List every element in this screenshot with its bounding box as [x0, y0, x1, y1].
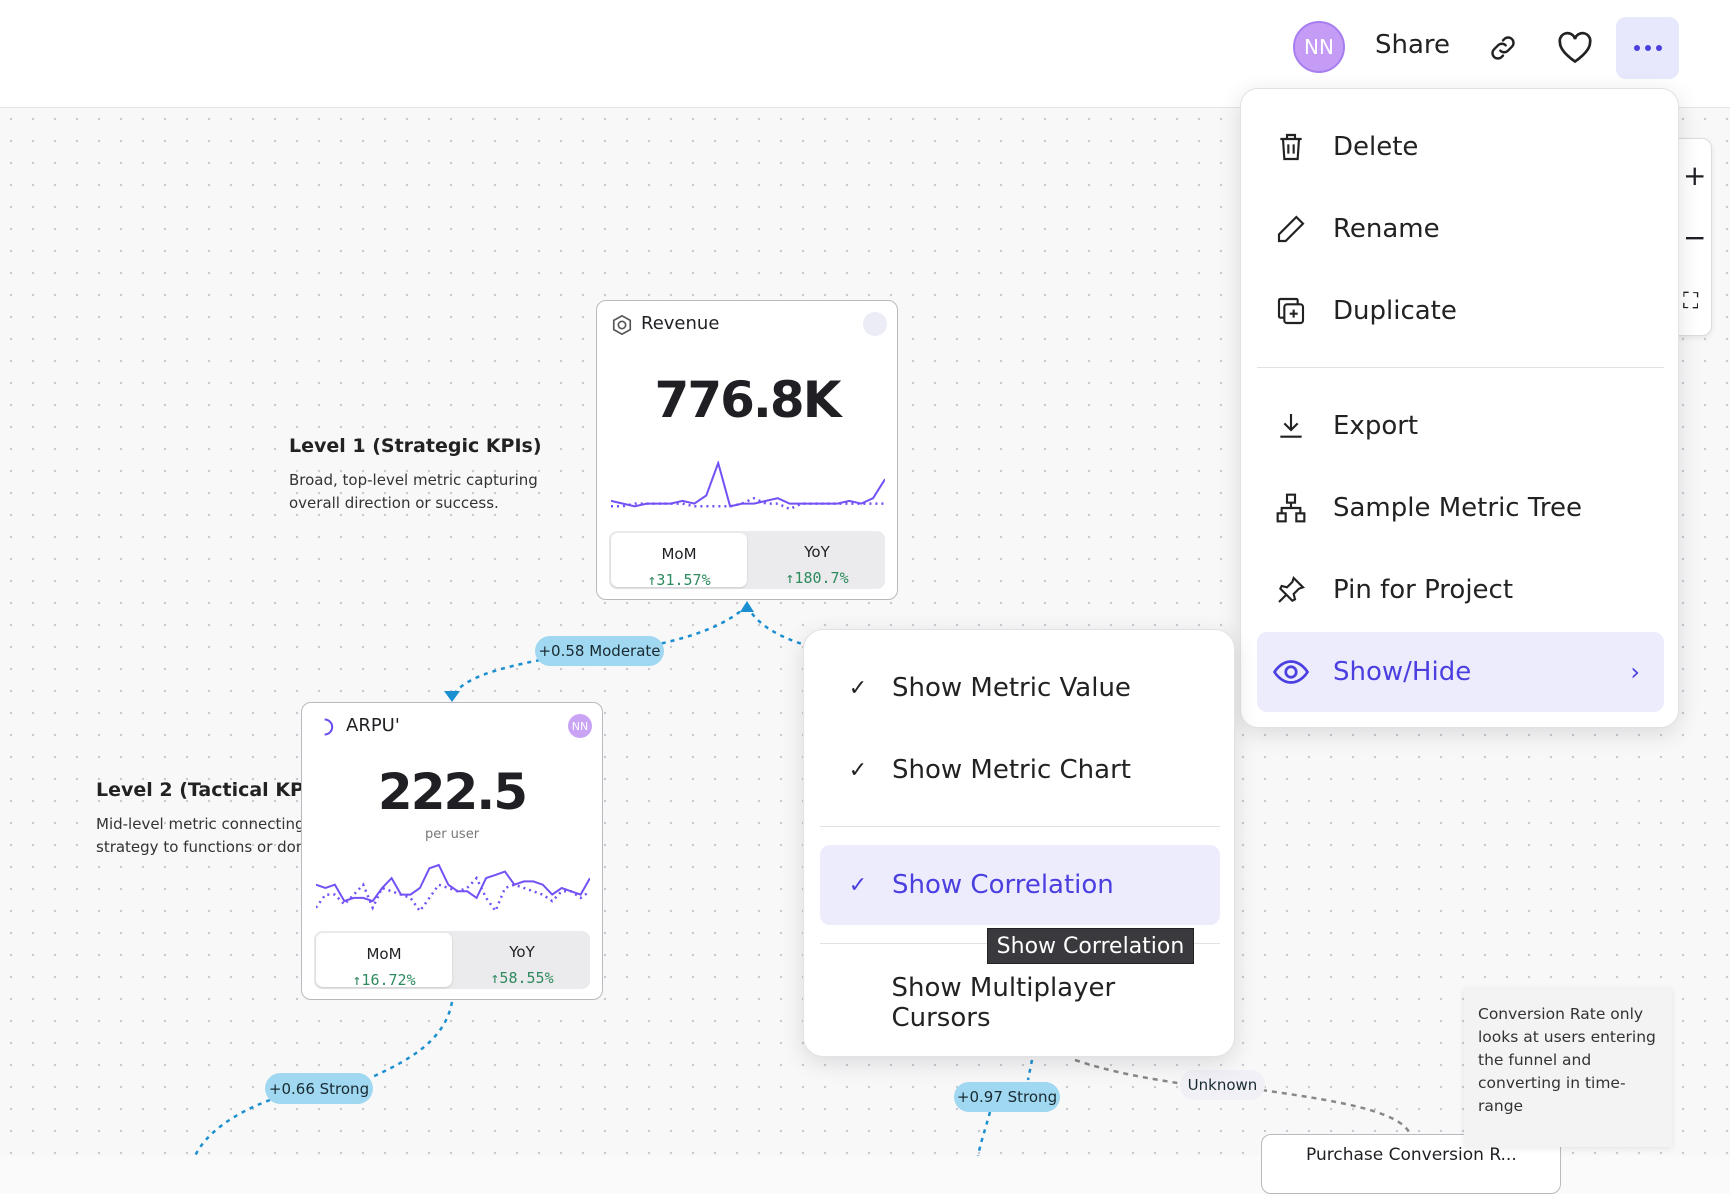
- connection-lines: [193, 601, 1412, 1156]
- yoy-value: 58.55%: [499, 969, 554, 987]
- show-hide-submenu: ✓ Show Metric Value ✓ Show Metric Chart ✓ S…: [803, 629, 1235, 1057]
- prev-period-line: [611, 496, 885, 511]
- correlation-label[interactable]: +0.66 Strong: [265, 1073, 373, 1104]
- level-desc: strategy to functions or domains: [96, 838, 342, 856]
- annotation-note[interactable]: Conversion Rate only looks at users ente…: [1464, 987, 1672, 1147]
- level-title: Level 2 (Tactical KPIs): [96, 779, 332, 801]
- check-icon: ✓: [848, 757, 868, 783]
- tooltip: Show Correlation: [987, 928, 1194, 964]
- revenue-sparkline: [611, 461, 885, 511]
- correlation-label[interactable]: Unknown: [1180, 1070, 1265, 1100]
- zoom-in-button[interactable]: +: [1683, 159, 1707, 192]
- loading-spinner-icon: [324, 718, 334, 736]
- mom-tab[interactable]: MoM ↑16.72%: [316, 933, 452, 989]
- mom-label: MoM: [661, 545, 697, 563]
- arrow-up-icon: ↑: [647, 571, 657, 589]
- arpu-sparkline: [316, 863, 590, 913]
- current-period-line: [611, 461, 885, 508]
- arrow-up-icon: ↑: [352, 971, 362, 989]
- metric-unit: per user: [424, 827, 480, 842]
- metric-card-revenue[interactable]: Revenue 776.8K MoM ↑31.57% YoY ↑180.7%: [596, 300, 898, 600]
- prev-period-line: [316, 875, 590, 913]
- eye-icon: [1271, 658, 1311, 686]
- correlation-label[interactable]: +0.97 Strong: [954, 1082, 1060, 1112]
- mom-tab[interactable]: MoM ↑31.57%: [611, 533, 747, 589]
- hierarchy-icon: [1271, 492, 1311, 524]
- card-title: Revenue: [641, 313, 720, 334]
- yoy-tab[interactable]: YoY ↑58.55%: [454, 931, 590, 989]
- menu-item-label: Pin for Project: [1333, 575, 1514, 605]
- comparison-toggle[interactable]: MoM ↑31.57% YoY ↑180.7%: [609, 531, 885, 589]
- metric-value: 222.5: [377, 763, 528, 821]
- mom-value: 31.57%: [656, 571, 711, 589]
- menu-item-pin-for-project[interactable]: Pin for Project: [1257, 552, 1664, 628]
- submenu-item-label: Show Metric Value: [892, 673, 1131, 703]
- user-avatar[interactable]: NN: [1293, 21, 1345, 73]
- correlation-label[interactable]: +0.58 Moderate: [535, 636, 664, 666]
- check-icon: ✓: [848, 675, 868, 701]
- menu-item-label: Show/Hide: [1333, 657, 1472, 687]
- yoy-tab[interactable]: YoY ↑180.7%: [749, 531, 885, 589]
- menu-item-duplicate[interactable]: Duplicate: [1257, 273, 1664, 349]
- submenu-item-label: Show Metric Chart: [892, 755, 1131, 785]
- level-desc: overall direction or success.: [289, 494, 499, 512]
- duplicate-icon: [1271, 295, 1311, 327]
- menu-divider: [1257, 367, 1664, 368]
- chevron-right-icon: ›: [1630, 658, 1640, 686]
- menu-item-rename[interactable]: Rename: [1257, 191, 1664, 267]
- submenu-item-show-metric-value[interactable]: ✓ Show Metric Value: [820, 648, 1220, 728]
- metric-card-arpu[interactable]: ARPU' NN 222.5 per user MoM ↑16.72% YoY ↑5…: [301, 702, 603, 1000]
- level-title: Level 1 (Strategic KPIs): [289, 435, 542, 457]
- menu-item-label: Export: [1333, 411, 1419, 441]
- share-button[interactable]: Share: [1375, 30, 1451, 60]
- level-2-label: Level 2 (Tactical KPIs) Mid-level metric…: [96, 779, 341, 859]
- menu-item-label: Sample Metric Tree: [1333, 493, 1583, 523]
- link-icon[interactable]: [1483, 28, 1523, 68]
- card-title: Purchase Conversion R...: [1306, 1145, 1517, 1165]
- level-1-label: Level 1 (Strategic KPIs) Broad, top-leve…: [289, 435, 542, 515]
- arrow-up-icon: ↑: [490, 969, 500, 987]
- menu-item-label: Delete: [1333, 132, 1419, 162]
- level-desc: Mid-level metric connecting: [96, 815, 305, 833]
- heart-icon[interactable]: [1555, 28, 1595, 68]
- check-icon: ✓: [848, 872, 868, 898]
- current-period-line: [316, 863, 590, 903]
- menu-item-label: Duplicate: [1333, 296, 1457, 326]
- mom-label: MoM: [366, 945, 402, 963]
- yoy-value: 180.7%: [794, 569, 849, 587]
- comparison-toggle[interactable]: MoM ↑16.72% YoY ↑58.55%: [314, 931, 590, 989]
- submenu-item-show-multiplayer-cursors[interactable]: Show Multiplayer Cursors: [820, 963, 1220, 1043]
- submenu-item-label: Show Multiplayer Cursors: [891, 973, 1116, 1033]
- fit-screen-button[interactable]: ⛶: [1683, 289, 1699, 314]
- mom-value: 16.72%: [361, 971, 416, 989]
- menu-item-delete[interactable]: Delete: [1257, 109, 1664, 185]
- owner-avatar-icon: [863, 312, 887, 336]
- more-options-button[interactable]: [1616, 17, 1679, 79]
- submenu-item-label: Show Correlation: [892, 870, 1114, 900]
- level-desc: Broad, top-level metric capturing: [289, 471, 538, 489]
- submenu-item-show-correlation[interactable]: ✓ Show Correlation: [820, 845, 1220, 925]
- menu-item-sample-metric-tree[interactable]: Sample Metric Tree: [1257, 470, 1664, 546]
- menu-divider: [820, 826, 1220, 827]
- menu-item-show-hide[interactable]: Show/Hide ›: [1257, 632, 1664, 712]
- download-icon: [1271, 410, 1311, 442]
- submenu-item-show-metric-chart[interactable]: ✓ Show Metric Chart: [820, 730, 1220, 810]
- trash-icon: [1271, 131, 1311, 163]
- metric-value: 776.8K: [654, 371, 842, 429]
- pencil-icon: [1271, 213, 1311, 245]
- yoy-label: YoY: [509, 943, 535, 961]
- menu-item-export[interactable]: Export: [1257, 388, 1664, 464]
- menu-item-label: Rename: [1333, 214, 1440, 244]
- arrow-up-icon: ↑: [785, 569, 795, 587]
- card-title: ARPU': [346, 715, 400, 736]
- zoom-out-button[interactable]: −: [1683, 221, 1707, 254]
- pin-icon: [1271, 574, 1311, 606]
- metric-hexagon-icon: [612, 314, 632, 336]
- top-header: NN Share: [0, 0, 1730, 108]
- owner-avatar: NN: [568, 714, 592, 738]
- more-options-menu: Delete Rename Duplicate Export Sample Me…: [1240, 88, 1679, 728]
- yoy-label: YoY: [804, 543, 830, 561]
